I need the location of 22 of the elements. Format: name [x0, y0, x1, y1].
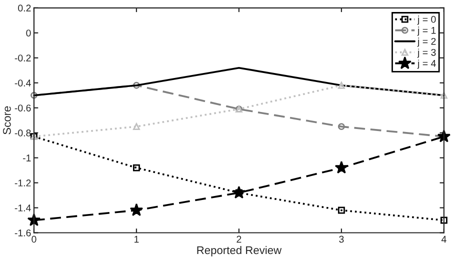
y-tick-label: 0.2	[18, 4, 31, 12]
x-tick-label: 4	[441, 236, 446, 243]
x-axis-title: Reported Review	[197, 246, 282, 256]
y-tick-label: -0.4	[14, 80, 31, 86]
y-tick-label: -1	[22, 154, 31, 162]
y-tick-label: -1.2	[14, 180, 31, 186]
y-axis-title: Score	[2, 106, 11, 134]
y-tick-label: -1.4	[14, 204, 31, 212]
x-tick-label: 0	[32, 236, 36, 243]
y-tick-label: -0.8	[14, 130, 31, 136]
legend-label: j = 0	[417, 16, 436, 25]
y-tick-label: -0.2	[14, 54, 31, 62]
legend-label: j = 1	[417, 26, 436, 36]
x-tick-label: 2	[236, 236, 242, 243]
y-tick-label: 0	[26, 30, 31, 36]
legend-label: j = 4	[417, 60, 436, 69]
legend-label: j = 3	[417, 48, 436, 58]
x-tick-label: 1	[134, 236, 139, 243]
legend-label: j = 2	[417, 38, 436, 47]
y-tick-label: -1.6	[14, 229, 31, 236]
x-tick-label: 3	[339, 236, 344, 243]
y-tick-label: -0.6	[14, 104, 31, 112]
